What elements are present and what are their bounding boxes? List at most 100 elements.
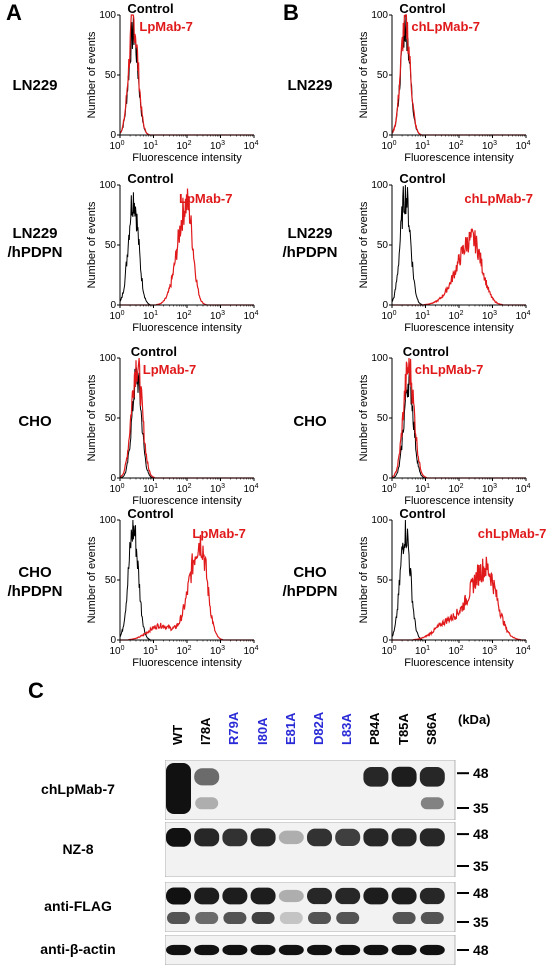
blot-band — [222, 887, 248, 905]
blot-band — [391, 944, 417, 956]
y-tick-label: 50 — [105, 70, 117, 81]
blot-band — [279, 912, 303, 924]
y-tick-label: 100 — [371, 353, 388, 364]
blot-band — [391, 887, 417, 905]
blot-band — [166, 944, 191, 956]
panel-letter-a: A — [6, 0, 22, 25]
sample-label: LpMab-7 — [139, 19, 192, 34]
lane-label: I78A — [198, 717, 214, 745]
y-tick-label: 100 — [99, 353, 116, 364]
x-tick-label: 101 — [415, 140, 430, 152]
blot-band — [419, 828, 445, 847]
x-tick-label: 103 — [210, 140, 225, 152]
panel-letter-b: B — [283, 0, 299, 25]
y-tick-label: 0 — [110, 473, 116, 484]
kda-marker-label: 48 — [473, 826, 489, 842]
y-tick-label: 0 — [110, 635, 116, 646]
x-tick-label: 101 — [415, 645, 430, 657]
x-tick-label: 100 — [109, 483, 124, 495]
blot-band — [363, 887, 389, 905]
x-tick-label: 101 — [143, 310, 158, 322]
x-tick-label: 103 — [210, 310, 225, 322]
blot-strip: 48 35 — [164, 821, 515, 882]
x-axis-label: Fluorescence intensity — [132, 322, 242, 334]
y-tick-label: 50 — [377, 70, 389, 81]
x-tick-label: 101 — [143, 483, 158, 495]
blot-band — [335, 944, 361, 956]
x-tick-label: 102 — [448, 645, 463, 657]
x-tick-label: 104 — [243, 483, 258, 495]
blot-band — [363, 828, 389, 847]
blot-band — [223, 912, 247, 924]
blot-row-label: chLpMab-7 — [41, 781, 115, 797]
blot-band — [250, 887, 276, 905]
x-tick-label: 104 — [515, 310, 530, 322]
x-tick-label: 100 — [109, 140, 124, 152]
row-label-cho: CHO — [18, 413, 52, 430]
x-tick-label: 102 — [448, 140, 463, 152]
blot-band — [391, 766, 417, 787]
row-label-ln229: LN229 — [12, 77, 58, 94]
blot-band — [251, 912, 275, 924]
blot-band — [195, 912, 219, 924]
x-tick-label: 104 — [243, 645, 258, 657]
lane-label: D82A — [311, 711, 326, 745]
blot-band — [307, 887, 332, 905]
sample-label: chLpMab-7 — [464, 191, 533, 206]
x-tick-label: 103 — [482, 140, 497, 152]
blot-band — [167, 912, 190, 924]
y-tick-label: 50 — [377, 413, 389, 424]
y-axis-label: Number of events — [86, 536, 98, 623]
x-tick-label: 102 — [176, 483, 191, 495]
x-axis-label: Fluorescence intensity — [404, 657, 514, 669]
x-tick-label: 102 — [176, 310, 191, 322]
histogram-b-ln229: 100 50 0 100 101 102 103 104 Fluorescence intens… — [347, 1, 546, 190]
blot-band — [194, 768, 220, 786]
sample-label: LpMab-7 — [192, 526, 245, 541]
y-tick-label: 0 — [382, 473, 388, 484]
x-tick-label: 100 — [109, 645, 124, 657]
x-tick-label: 102 — [448, 483, 463, 495]
blot-strip: 48 — [164, 934, 515, 970]
control-label: Control — [399, 171, 445, 186]
kda-marker-label: 35 — [473, 914, 489, 930]
y-tick-label: 50 — [105, 575, 117, 586]
blot-row-label: NZ-8 — [62, 840, 94, 857]
blot-band — [250, 944, 276, 956]
blot-band — [391, 828, 417, 847]
x-axis-label: Fluorescence intensity — [404, 322, 514, 334]
row-label-ln229-hpdpn: LN229/hPDPN — [7, 225, 63, 261]
kda-marker-label: 35 — [473, 800, 489, 816]
blot-band — [420, 797, 444, 810]
y-axis-label: Number of events — [358, 374, 370, 461]
control-label: Control — [131, 344, 177, 359]
blot-band — [222, 944, 248, 956]
blot-band — [278, 889, 304, 903]
lane-label: R79A — [226, 711, 242, 745]
y-tick-label: 0 — [110, 300, 116, 311]
control-histogram-line — [119, 16, 254, 136]
row-label-ln229-b: LN229 — [287, 77, 333, 94]
histogram-a-cho: 100 50 0 100 101 102 103 104 Fluorescence intens… — [75, 344, 274, 533]
row-label-cho-hpdpn-b: CHO/hPDPN — [282, 564, 338, 600]
x-tick-label: 104 — [515, 483, 530, 495]
panel-letter-c: C — [28, 678, 44, 703]
x-tick-label: 104 — [243, 140, 258, 152]
x-tick-label: 104 — [515, 645, 530, 657]
blot-band — [392, 912, 416, 924]
histogram-b-cho: 100 50 0 100 101 102 103 104 Fluorescence intens… — [347, 344, 546, 533]
x-tick-label: 103 — [482, 310, 497, 322]
x-axis-label: Fluorescence intensity — [404, 152, 514, 164]
blot-band — [420, 912, 444, 924]
x-tick-label: 103 — [210, 483, 225, 495]
y-tick-label: 100 — [99, 180, 116, 191]
y-axis-label: Number of events — [358, 31, 370, 118]
y-axis-label: Number of events — [86, 374, 98, 461]
blot-band — [363, 767, 389, 787]
y-tick-label: 100 — [99, 515, 116, 526]
blot-row-label: anti-FLAG — [44, 898, 112, 914]
y-tick-label: 0 — [382, 130, 388, 141]
sample-label: chLpMab-7 — [411, 19, 480, 34]
x-tick-label: 100 — [381, 645, 396, 657]
kda-marker-label: 48 — [473, 942, 489, 958]
